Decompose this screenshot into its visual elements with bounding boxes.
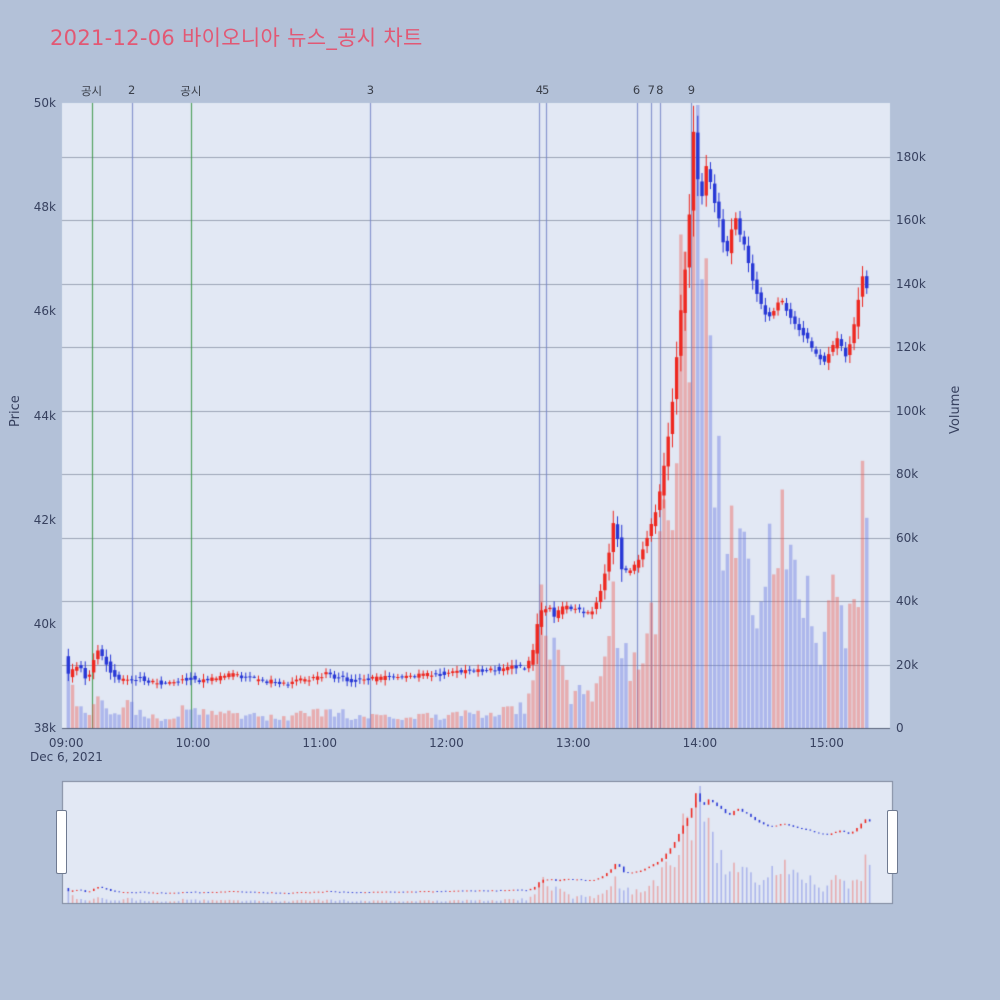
- price-axis-title: Price: [8, 395, 23, 427]
- rangeslider-handle-right[interactable]: [887, 810, 898, 874]
- rangeslider-handle-left[interactable]: [56, 810, 67, 874]
- volume-axis-title: Volume: [948, 385, 963, 434]
- chart-title: 2021-12-06 바이오니아 뉴스_공시 차트: [50, 26, 423, 50]
- x-axis-date-label: Dec 6, 2021: [30, 750, 103, 764]
